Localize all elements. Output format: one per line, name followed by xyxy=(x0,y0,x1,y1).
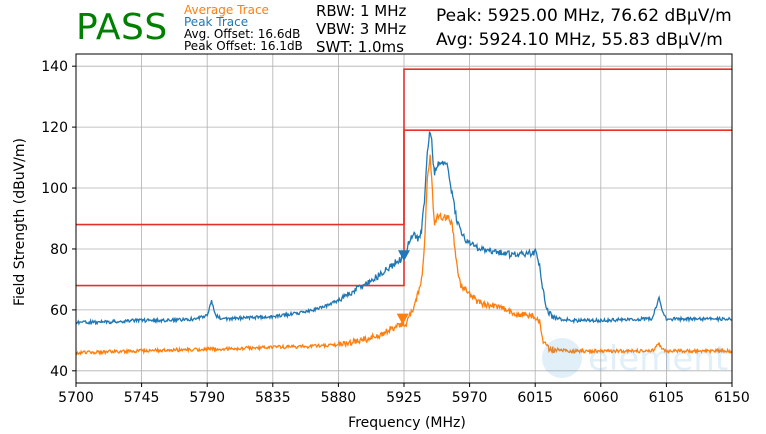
legend: Average Trace Peak Trace Avg. Offset: 16… xyxy=(184,4,303,52)
average-trace-line xyxy=(75,154,733,356)
limit-line-2 xyxy=(76,129,732,287)
x-tick-label: 6060 xyxy=(583,390,619,406)
y-tick-label: 80 xyxy=(50,242,68,258)
swt-label: SWT: 1.0ms xyxy=(316,38,404,56)
x-tick-label: 5880 xyxy=(321,390,357,406)
x-tick-label: 5790 xyxy=(189,390,225,406)
markers xyxy=(396,250,410,325)
legend-peak-trace: Peak Trace xyxy=(184,15,249,29)
average-marker xyxy=(396,313,409,325)
peak-offset-label: Peak Offset: 16.1dB xyxy=(184,39,303,53)
element-watermark: element xyxy=(542,338,728,379)
measurement-params: RBW: 1 MHz VBW: 3 MHz SWT: 1.0ms xyxy=(316,2,406,56)
y-tick-label: 40 xyxy=(50,364,68,380)
tick-labels: 5700 5745 5790 5835 5880 5925 5970 6015 6060 6105… xyxy=(41,59,750,406)
x-tick-label: 6150 xyxy=(714,390,750,406)
x-tick-label: 5700 xyxy=(58,390,94,406)
x-tick-label: 6105 xyxy=(649,390,685,406)
x-tick-label: 5745 xyxy=(124,390,160,406)
y-tick-label: 120 xyxy=(41,120,68,136)
peak-readout: Peak: 5925.00 MHz, 76.62 dBμV/m xyxy=(436,6,732,26)
x-axis-label: Frequency (MHz) xyxy=(348,415,466,431)
x-tick-label: 5970 xyxy=(452,390,488,406)
vbw-label: VBW: 3 MHz xyxy=(316,20,407,38)
y-tick-label: 140 xyxy=(41,59,68,75)
avg-readout: Avg: 5924.10 MHz, 55.83 dBμV/m xyxy=(436,30,723,50)
peak-marker xyxy=(398,250,410,262)
y-tick-label: 60 xyxy=(50,303,68,319)
legend-average-trace: Average Trace xyxy=(184,3,269,17)
y-axis-label: Field Strength (dBuV/m) xyxy=(12,138,28,306)
avg-offset-label: Avg. Offset: 16.6dB xyxy=(184,27,301,41)
x-tick-label: 6015 xyxy=(517,390,553,406)
x-tick-label: 5925 xyxy=(386,390,422,406)
marker-readout: Peak: 5925.00 MHz, 76.62 dBμV/m Avg: 592… xyxy=(436,4,732,52)
watermark-text: element xyxy=(588,339,728,379)
y-tick-label: 100 xyxy=(41,181,68,197)
rbw-label: RBW: 1 MHz xyxy=(316,2,407,20)
limit-lines xyxy=(76,68,732,287)
x-tick-label: 5835 xyxy=(255,390,291,406)
pass-status: PASS xyxy=(76,7,168,48)
